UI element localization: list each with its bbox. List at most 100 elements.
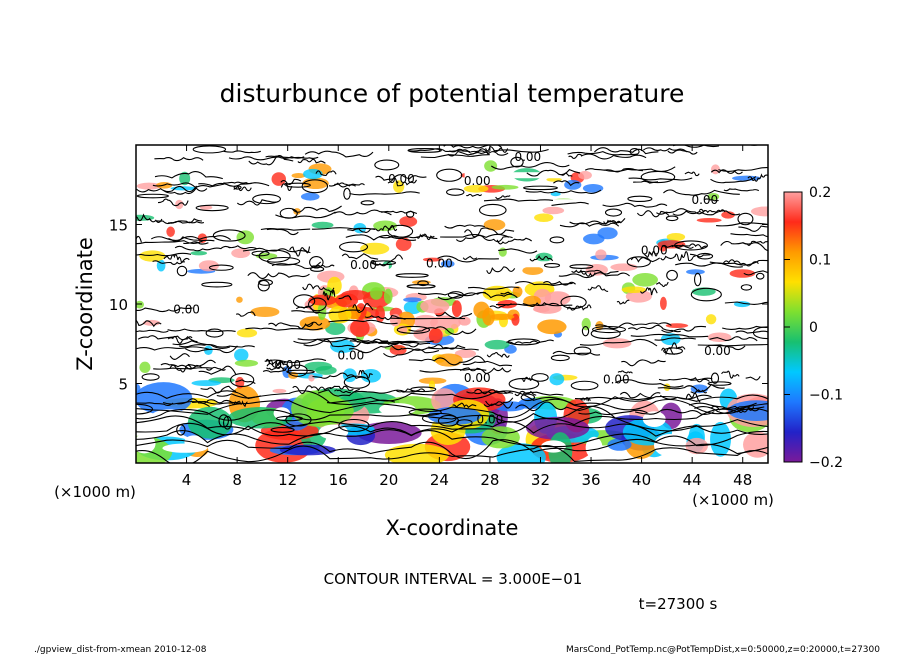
contour-line [137, 335, 198, 343]
contour-line [245, 327, 323, 331]
contour-line [685, 392, 701, 403]
contour-line [462, 360, 513, 367]
contour-loop [417, 280, 429, 287]
contour-line [529, 255, 554, 262]
contour-line [718, 166, 768, 172]
contour-line [435, 311, 473, 319]
field-strip [287, 264, 389, 271]
heatmap-field: 0.00 0.00 0.00 0.00 0.00 0.00 0.00 0.00 0.00 0.00… [136, 145, 768, 463]
contour-line [260, 228, 311, 231]
contour-line [185, 345, 238, 354]
contour-line [172, 340, 230, 349]
contour-line [743, 270, 768, 276]
contour-line [474, 388, 514, 395]
contour-line [334, 209, 392, 216]
contour-loop [740, 284, 753, 291]
contour-line [168, 235, 231, 241]
contour-line [233, 186, 252, 192]
contour-line [594, 147, 659, 155]
contour-line [223, 181, 252, 185]
contour-line [675, 262, 743, 268]
contour-value-label: 0.00 [274, 358, 301, 372]
contour-line [486, 351, 510, 358]
field-blob [139, 250, 166, 262]
field-blob [162, 443, 208, 453]
field-blob [136, 182, 162, 190]
contour-line [311, 227, 376, 230]
contour-line [559, 222, 620, 228]
field-blob [595, 249, 607, 260]
contour-loop [339, 241, 369, 253]
contour-line [688, 402, 757, 410]
contour-loop [447, 291, 464, 299]
field-blob [236, 296, 243, 303]
field-strip [464, 172, 566, 179]
contour-line [617, 370, 633, 374]
contour-line [621, 359, 666, 367]
field-blob [375, 305, 385, 323]
contour-value-label: 0.00 [691, 193, 718, 207]
field-blob [311, 221, 334, 229]
contour-line [136, 252, 192, 257]
contour-line [304, 150, 374, 158]
contour-loop [208, 264, 234, 271]
contour-line [155, 218, 203, 225]
contour-line [312, 372, 366, 379]
contour-loop [270, 427, 295, 433]
contour-line [297, 337, 357, 342]
contour-loop [212, 229, 246, 242]
contour-loop [279, 207, 298, 219]
contour-line [328, 319, 398, 325]
contour-line [328, 182, 356, 188]
contour-line [579, 396, 591, 402]
contour-line [627, 324, 681, 333]
field-blob [707, 192, 720, 201]
contour-line [745, 375, 761, 381]
contour-loop [549, 236, 565, 244]
contour-line [322, 289, 336, 301]
colorbar-tick-label: −0.2 [809, 455, 843, 471]
contour-line [640, 287, 658, 296]
contour-line [136, 415, 768, 434]
contour-line [663, 189, 740, 196]
field-blob [430, 315, 461, 331]
contour-line [440, 233, 510, 239]
contour-line [338, 295, 352, 301]
field-blob [379, 403, 416, 416]
contour-line [619, 391, 661, 399]
x-tick-label: 4 [182, 471, 192, 489]
contour-line [242, 247, 311, 254]
field-blob [214, 437, 250, 455]
footer-right: MarsCond_PotTemp.nc@PotTempDist,x=0:5000… [566, 645, 880, 654]
contour-line [167, 328, 236, 333]
x-unit-left: (×1000 m) [54, 483, 136, 501]
x-axis-label: X-coordinate [386, 516, 519, 540]
contour-loop [531, 373, 549, 382]
field-blob [512, 286, 523, 298]
contour-loop [309, 256, 324, 269]
contour-line [603, 218, 626, 225]
y-axis-ticks: 5 10 15 [109, 217, 768, 394]
field-blob [537, 319, 567, 335]
contour-loop [436, 168, 463, 182]
field-blob [403, 297, 422, 303]
contour-value-label: 0.00 [464, 174, 491, 188]
contour-loop [437, 414, 459, 427]
contour-line [567, 151, 638, 156]
contour-line [334, 389, 351, 394]
contour-loop [508, 377, 540, 390]
field-blob [440, 260, 455, 268]
field-blob [308, 294, 337, 306]
contour-loop [573, 346, 592, 356]
x-tick-label: 8 [232, 471, 242, 489]
contour-line [495, 195, 511, 200]
contour-loop [286, 369, 315, 374]
contour-lines [136, 145, 768, 463]
contour-line [704, 198, 719, 202]
contour-line [672, 145, 720, 148]
contour-line [742, 240, 768, 246]
field-blob [705, 314, 717, 325]
contour-line [630, 256, 661, 263]
field-blob [370, 287, 383, 300]
